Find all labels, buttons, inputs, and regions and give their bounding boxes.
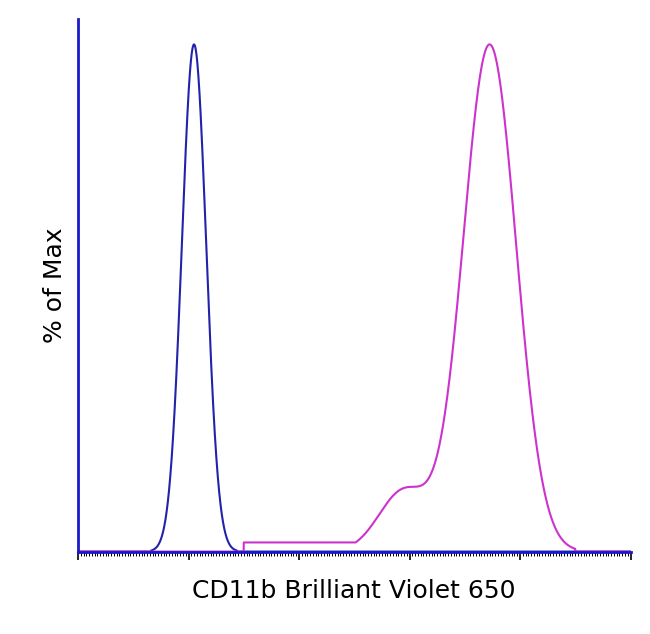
X-axis label: CD11b Brilliant Violet 650: CD11b Brilliant Violet 650 (192, 579, 516, 603)
Y-axis label: % of Max: % of Max (43, 228, 67, 343)
